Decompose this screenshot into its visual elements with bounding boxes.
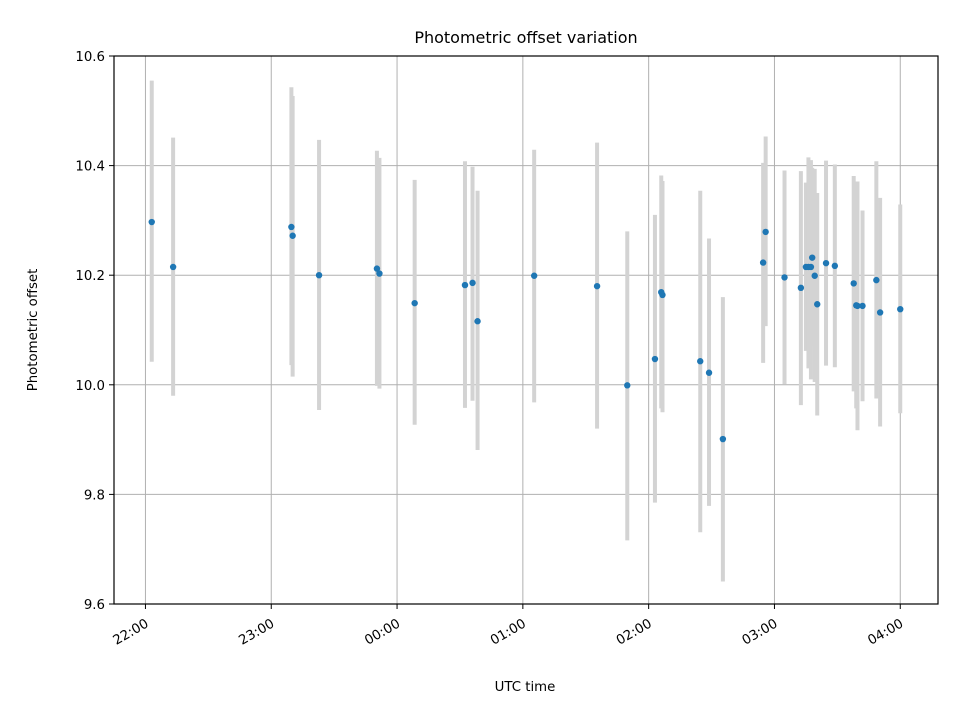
data-point xyxy=(469,279,476,287)
data-point xyxy=(719,435,727,443)
y-axis-ticks: 9.6 9.8 10.0 10.2 10.4 10.6 xyxy=(75,50,114,613)
data-point xyxy=(289,232,296,239)
data-point xyxy=(169,263,177,271)
data-point xyxy=(854,302,861,310)
data-point xyxy=(808,254,816,261)
plot-frame xyxy=(113,55,939,605)
data-point xyxy=(376,270,383,277)
data-point xyxy=(850,280,857,287)
y-tick-label: 10.0 xyxy=(75,379,105,394)
data-point xyxy=(759,259,767,266)
data-point xyxy=(807,263,815,271)
data-point xyxy=(148,218,155,226)
data-point xyxy=(474,318,481,325)
data-point xyxy=(461,281,469,289)
data-point xyxy=(315,272,323,279)
data-point xyxy=(705,369,713,376)
data-point xyxy=(831,262,839,270)
x-axis-label: UTC time xyxy=(495,680,556,695)
data-point xyxy=(659,291,666,299)
data-point xyxy=(876,309,884,316)
data-point xyxy=(781,274,788,281)
y-tick-label: 9.6 xyxy=(84,598,105,613)
data-point xyxy=(822,259,830,267)
data-point xyxy=(411,299,418,307)
y-tick-label: 10.6 xyxy=(75,50,105,65)
data-point xyxy=(873,276,880,284)
data-point xyxy=(373,265,381,272)
data-point xyxy=(651,355,659,363)
y-axis-label: Photometric offset xyxy=(26,269,41,392)
data-point xyxy=(811,272,818,279)
y-tick-label: 10.2 xyxy=(75,269,105,284)
data-point xyxy=(814,301,821,308)
data-point xyxy=(624,382,631,389)
data-point xyxy=(859,302,866,310)
data-point xyxy=(697,358,704,365)
chart-title: Photometric offset variation xyxy=(414,28,637,47)
y-tick-label: 9.8 xyxy=(84,488,105,503)
data-point xyxy=(593,282,601,290)
data-point xyxy=(797,284,805,292)
data-point xyxy=(762,228,769,236)
data-point xyxy=(288,223,295,231)
data-point xyxy=(897,305,904,313)
data-point xyxy=(530,272,538,279)
y-tick-label: 10.4 xyxy=(75,160,105,175)
data-points xyxy=(148,218,904,443)
